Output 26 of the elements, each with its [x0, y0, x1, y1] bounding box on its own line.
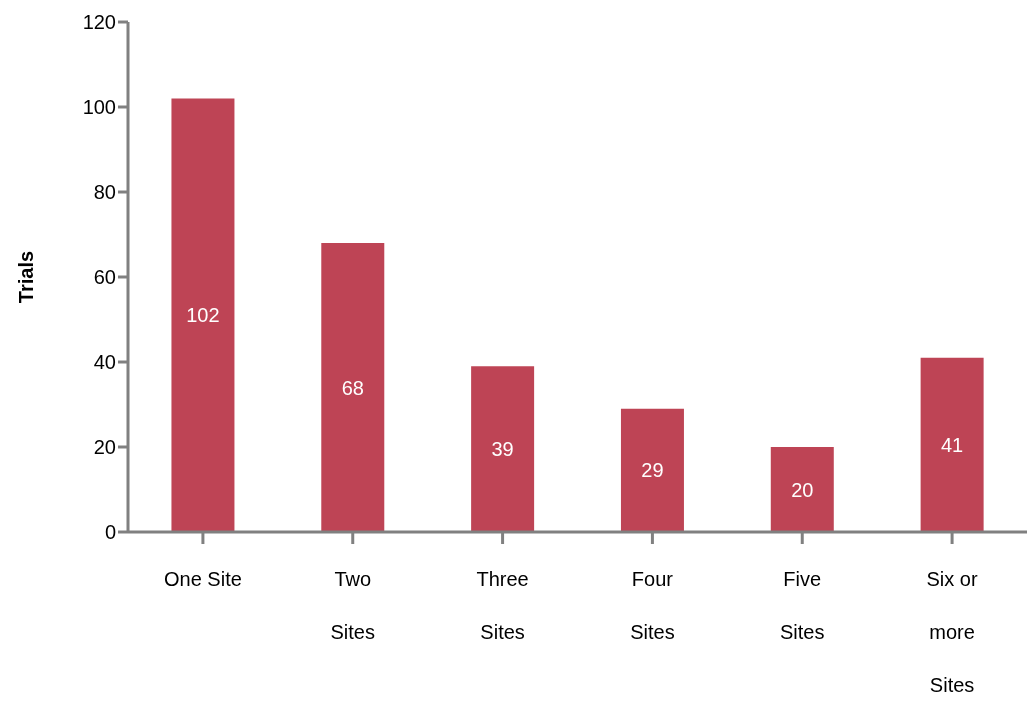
data-label: 39: [491, 438, 514, 461]
y-tick-label: 0: [104, 521, 116, 544]
category-label: Two Sites: [330, 568, 375, 643]
bar: [171, 98, 235, 532]
data-label: 102: [186, 304, 220, 327]
category-label: Four Sites: [630, 568, 675, 643]
bar: [620, 408, 684, 532]
y-tick-label: 20: [93, 436, 116, 459]
category-label: Three Sites: [476, 568, 529, 643]
y-tick-label: 40: [93, 351, 116, 374]
data-label: 29: [641, 459, 664, 482]
y-tick-label: 80: [93, 181, 116, 204]
x-tick-label: One Site: [164, 568, 242, 590]
bar: [920, 357, 984, 532]
data-label: 20: [791, 478, 814, 501]
bar: [471, 366, 535, 532]
y-tick-label: 120: [82, 11, 116, 34]
y-axis-title: Trials: [15, 250, 38, 304]
data-label: 41: [940, 433, 964, 456]
bar: [321, 243, 385, 532]
data-label: 68: [341, 376, 364, 399]
category-label: Five Sites: [780, 568, 825, 643]
y-tick-label: 100: [82, 96, 116, 119]
bar: [770, 447, 834, 532]
y-tick-label: 60: [93, 266, 116, 289]
category-label: Six or more Sites: [926, 568, 978, 696]
